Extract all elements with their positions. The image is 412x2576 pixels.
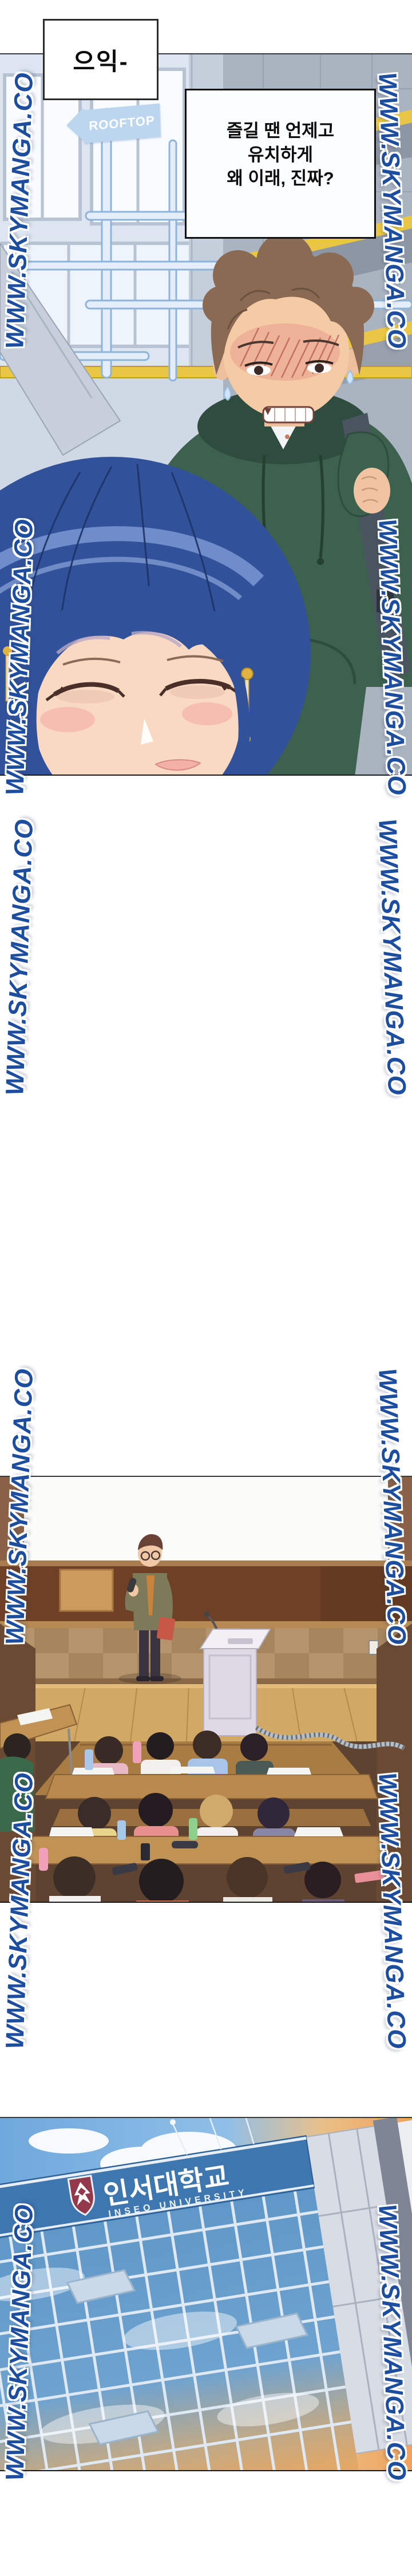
watermark-left-3: WWW.SKYMANGA.CO (1, 818, 39, 1096)
sign-band (0, 2135, 315, 2247)
boy-eyes (237, 339, 339, 376)
professor (118, 1534, 181, 1684)
sfx-caption-box: 으익- (43, 19, 159, 100)
professor-tie (146, 1575, 154, 1615)
rooftop-art: CANBUS LIFE STAR (0, 54, 412, 775)
girl-closed-eyes (45, 655, 238, 704)
lecture-hall-art (0, 1477, 412, 1902)
speech-line-2: 유치하게 (247, 144, 314, 165)
boy-mouth (262, 406, 315, 439)
speech-line-1: 즐길 땐 언제고 (226, 121, 335, 141)
girl-character (0, 457, 311, 775)
panel-lecture-hall (0, 1476, 412, 1903)
students-middle-row (21, 1793, 391, 1864)
boy-hair (203, 233, 374, 375)
roof-lamps (172, 2118, 255, 2155)
students-back-row (45, 1730, 379, 1826)
red-book (156, 1617, 176, 1641)
university-shield-logo (67, 2174, 95, 2216)
girl-nose-highlight (141, 718, 153, 745)
boy-hand (354, 468, 390, 513)
microphone (126, 1578, 137, 1593)
podium (199, 1611, 406, 1751)
girl-lips (154, 759, 201, 771)
panel-university-building: 인서대학교 INSEO UNIVERSITY (0, 2117, 412, 2471)
student-left (0, 1704, 78, 1832)
boy-face (223, 286, 349, 418)
rooftop-arrow-icon (66, 108, 85, 142)
rooftop-sign: ROOFTOP (66, 103, 161, 144)
university-building: 인서대학교 INSEO UNIVERSITY (0, 2118, 412, 2470)
speech-line-3: 왜 이래, 진짜? (227, 168, 334, 189)
sfx-caption-text: 으익- (73, 48, 129, 75)
cable (255, 1725, 406, 1751)
projection-screen (24, 1477, 388, 1564)
speech-bubble: 즐길 땐 언제고 유치하게 왜 이래, 진짜? (185, 89, 376, 239)
watermark-right-3: WWW.SKYMANGA.CO (373, 818, 411, 1096)
rooftop-sign-label: ROOFTOP (83, 103, 161, 144)
students-front-row (39, 1848, 385, 1902)
building-art: 인서대학교 INSEO UNIVERSITY (0, 2118, 412, 2470)
